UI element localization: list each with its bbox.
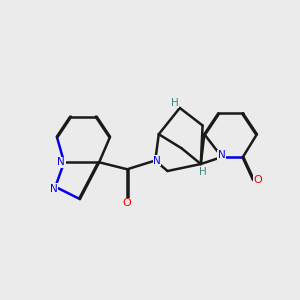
- Text: N: N: [50, 184, 58, 194]
- Text: N: N: [153, 155, 161, 166]
- Text: N: N: [218, 150, 226, 160]
- Text: H: H: [199, 167, 206, 177]
- Text: H: H: [171, 98, 178, 108]
- Text: O: O: [253, 175, 262, 185]
- Text: O: O: [123, 198, 132, 208]
- Text: N: N: [57, 157, 65, 167]
